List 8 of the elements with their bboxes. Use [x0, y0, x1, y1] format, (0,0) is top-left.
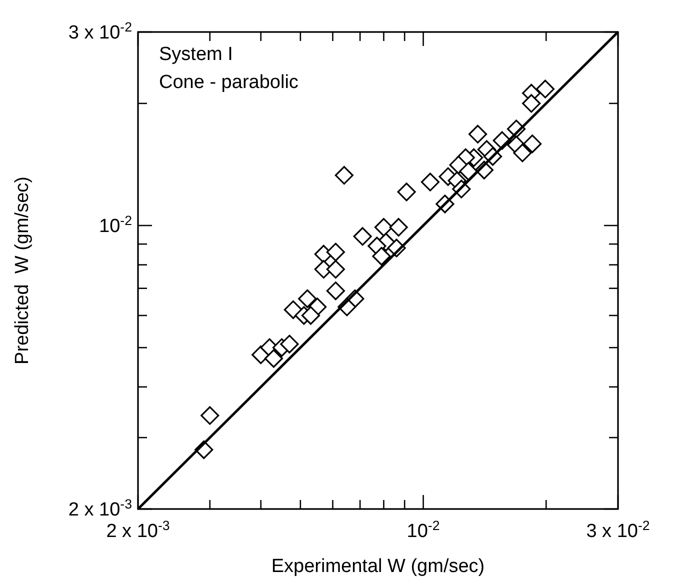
- y-axis-title: Predicted W (gm/sec): [12, 176, 33, 364]
- x-tick-label: 3 x 10$^{-2}$: [586, 518, 650, 542]
- x-axis-title: Experimental W (gm/sec): [271, 556, 485, 577]
- y-tick-label: 3 x 10$^{-2}$: [68, 19, 132, 44]
- annotation: System I: [159, 44, 233, 65]
- y-tick-label: 10$^{-2}$: [99, 212, 132, 238]
- x-tick-label: 10$^{-2}$: [406, 518, 440, 542]
- annotation: Cone - parabolic: [159, 72, 298, 93]
